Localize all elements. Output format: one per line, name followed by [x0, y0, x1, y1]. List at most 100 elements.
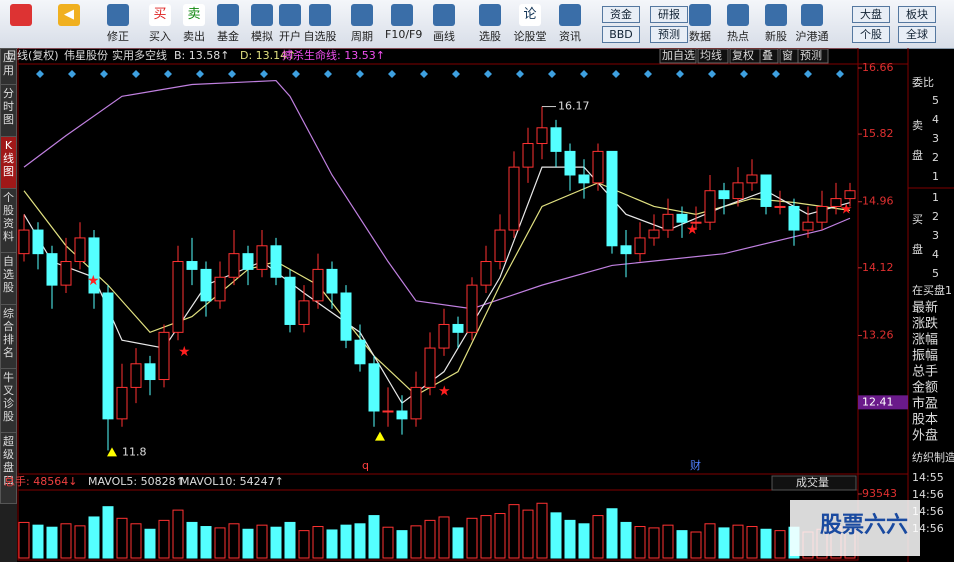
toolbar-label: 数据 — [689, 30, 711, 43]
candle-body — [718, 190, 730, 200]
signal-diamond — [740, 70, 748, 78]
field-label: 外盘 — [912, 428, 938, 444]
low-label: 11.8 — [122, 445, 147, 458]
volume-bar — [760, 528, 772, 559]
toolbar-label: 资讯 — [559, 30, 581, 43]
low-marker — [107, 447, 117, 457]
candle-body — [172, 261, 184, 333]
panel-note: 在买盘1 — [912, 283, 952, 297]
signal-diamond — [420, 70, 428, 78]
chart-button[interactable] — [797, 48, 829, 64]
signal-diamond — [676, 70, 684, 78]
menu-button[interactable] — [4, 4, 38, 28]
signal-diamond — [292, 70, 300, 78]
candle-body — [578, 174, 590, 184]
toolbar-small-button[interactable]: 预测 — [650, 26, 688, 43]
signal-diamond — [228, 70, 236, 78]
toolbar-button[interactable]: 模拟 — [245, 4, 279, 44]
signal-diamond — [772, 70, 780, 78]
toolbar-button[interactable]: 画线 — [427, 4, 461, 44]
toolbar-small-button[interactable]: 板块 — [898, 6, 936, 23]
toolbar-small-button[interactable]: 大盘 — [852, 6, 890, 23]
toolbar-button[interactable]: 数据 — [683, 4, 717, 44]
sidebar-tab[interactable]: 综合排名 — [0, 304, 17, 370]
toolbar-small-button[interactable]: BBD — [602, 26, 640, 43]
toolbar-button[interactable]: 修正 — [101, 4, 135, 44]
toolbar-button[interactable]: 热点 — [721, 4, 755, 44]
volume-bar — [60, 523, 72, 559]
toolbar-small-button[interactable]: 全球 — [898, 26, 936, 43]
volume-bar — [354, 523, 366, 559]
toolbar-small-button[interactable]: 研报 — [650, 6, 688, 23]
sidebar: 应用 分时图 K线图 个股资料 自选股 综合排名 牛叉诊股 超级盘口 — [0, 48, 17, 562]
toolbar-label: 模拟 — [251, 30, 273, 43]
candle-body — [438, 323, 450, 349]
volume-bar — [746, 526, 758, 559]
sidebar-tab[interactable]: 应用 — [0, 48, 17, 86]
toolbar-icon — [309, 4, 331, 26]
chart-button[interactable] — [659, 48, 697, 64]
toolbar-icon — [107, 4, 129, 26]
sidebar-tab[interactable]: 个股资料 — [0, 188, 17, 254]
toolbar-button[interactable]: 资讯 — [553, 4, 587, 44]
candle-body — [606, 150, 618, 247]
toolbar-button[interactable]: 论论股堂 — [513, 4, 547, 44]
volume-bar — [270, 526, 282, 559]
candle-body — [46, 253, 58, 286]
candle-body — [844, 190, 856, 200]
panel-label: 买 — [912, 213, 923, 226]
candle-body — [396, 410, 408, 420]
event-marker: 财 — [690, 458, 701, 472]
y-tick-label: 14.96 — [862, 195, 894, 208]
panel-label: 委比 — [912, 76, 934, 89]
sidebar-tab[interactable]: 牛叉诊股 — [0, 368, 17, 434]
sidebar-tab[interactable]: 自选股 — [0, 252, 17, 306]
back-button[interactable]: ◀ — [52, 4, 86, 28]
volume-bar — [662, 524, 674, 559]
toolbar-button[interactable]: 周期 — [345, 4, 379, 44]
toolbar-icon — [251, 4, 273, 26]
toolbar-small-button[interactable]: 资金 — [602, 6, 640, 23]
field-label: 最新 — [912, 300, 938, 316]
volume-bar — [564, 519, 576, 559]
field-label: 股本 — [912, 413, 938, 428]
toolbar-button[interactable]: 选股 — [473, 4, 507, 44]
toolbar-button[interactable]: 买买入 — [143, 4, 177, 44]
toolbar-button[interactable]: 开户 — [273, 4, 307, 44]
volume-bar — [690, 531, 702, 559]
watermark: 股票六六 — [820, 513, 908, 538]
chart-header-text: D: 13.14↑ — [240, 49, 296, 62]
candle-body — [18, 229, 30, 255]
candle-body — [592, 150, 604, 184]
candle-body — [802, 221, 814, 231]
y-tick-label: 14.12 — [862, 261, 894, 274]
volume-bar — [718, 527, 730, 559]
level-label: 2 — [932, 151, 939, 164]
volume-bar — [522, 509, 534, 559]
low-marker — [375, 431, 385, 441]
signal-diamond — [484, 70, 492, 78]
candle-body — [340, 292, 352, 341]
sidebar-tab[interactable]: K线图 — [0, 136, 17, 190]
toolbar-icon: 论 — [519, 4, 541, 26]
signal-diamond — [132, 70, 140, 78]
chart-button[interactable] — [697, 48, 729, 64]
toolbar-small-button[interactable]: 个股 — [852, 26, 890, 43]
toolbar-button[interactable]: F10/F9 — [385, 4, 422, 41]
toolbar-button[interactable]: 新股 — [759, 4, 793, 44]
candle-body — [242, 253, 254, 270]
chart-button[interactable] — [759, 48, 779, 64]
volume-selector[interactable] — [771, 475, 857, 491]
volume-header-text: MAVOL5: 50828↑ — [88, 475, 185, 488]
volume-bar — [438, 516, 450, 559]
toolbar-button[interactable]: 基金 — [211, 4, 245, 44]
toolbar-button[interactable]: 自选股 — [303, 4, 337, 44]
volume-header-text: 总手: 48564↓ — [4, 474, 77, 488]
volume-bar — [452, 527, 464, 559]
toolbar-button[interactable]: 卖卖出 — [177, 4, 211, 44]
toolbar-button[interactable]: 沪港通 — [795, 4, 829, 44]
sidebar-tab[interactable]: 超级盘口 — [0, 432, 17, 504]
y-tick-label: 93543 — [862, 487, 897, 500]
volume-bar — [158, 519, 170, 559]
